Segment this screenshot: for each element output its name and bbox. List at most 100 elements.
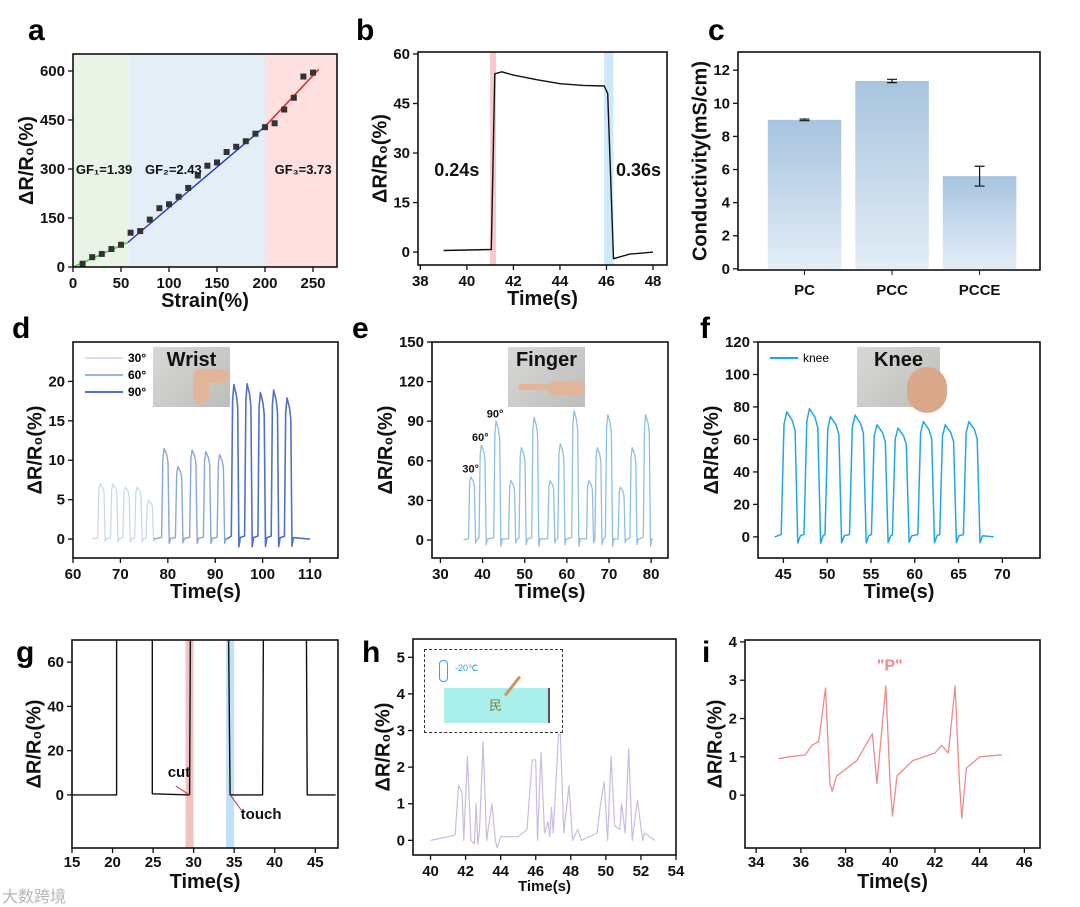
y-tick-label: 20 xyxy=(733,496,750,513)
x-tick-label: 34 xyxy=(748,854,765,871)
y-tick-label: 0 xyxy=(729,787,737,804)
axes-frame xyxy=(744,639,1041,849)
series-line-knee xyxy=(774,407,994,545)
x-tick-label: 70 xyxy=(112,566,129,583)
y-tick-label: 0 xyxy=(742,529,750,546)
x-tick-label: 35 xyxy=(226,854,243,871)
panel-label: b xyxy=(356,14,374,47)
x-tick-label: 40 xyxy=(882,854,899,871)
x-tick-label: 46 xyxy=(598,273,615,290)
x-tick-label: 40 xyxy=(474,566,491,583)
wrist-fist-shape xyxy=(193,377,209,403)
panel-b: 0.24s 0.36s 38 40 42 44 46 48 0 15 30 45 60 Time(s) ΔR… xyxy=(356,14,668,310)
data-point xyxy=(300,73,307,80)
legend-label: 90° xyxy=(128,385,146,399)
plot-area xyxy=(73,68,320,267)
shaded-region xyxy=(265,54,337,267)
x-axis-label: Time(s) xyxy=(507,288,578,310)
x-tick-label: 42 xyxy=(457,863,474,880)
cut-pointer xyxy=(175,785,190,796)
bar-pc xyxy=(767,119,842,269)
y-tick-label: 120 xyxy=(725,334,750,351)
y-tick-label: 40 xyxy=(733,464,750,481)
x-tick-label: 90 xyxy=(207,566,224,583)
x-tick-label: 46 xyxy=(527,863,544,880)
x-tick-label: 100 xyxy=(250,566,275,583)
data-point xyxy=(166,201,172,208)
finger-shape xyxy=(518,384,552,390)
axes-frame xyxy=(757,341,1041,559)
touch-pointer xyxy=(229,794,242,811)
data-point xyxy=(310,69,316,76)
x-tick-label: 60 xyxy=(906,566,923,583)
panel-e: 30° 60° 90° 30 40 50 60 70 80 0 30 60 90 120 150 Time(s… xyxy=(352,312,669,603)
x-axis-label: Time(s) xyxy=(857,871,928,893)
y-tick-label: 600 xyxy=(40,63,65,80)
finger-photo-inset: Finger xyxy=(508,347,585,407)
shaded-region xyxy=(73,54,129,267)
knee-photo-inset: Knee xyxy=(857,347,947,413)
x-tick-label: 250 xyxy=(300,275,325,292)
panel-label: h xyxy=(362,636,380,669)
panel-d: 30° 60° 90° 60 70 80 90 100 110 0 5 10 15 20 Time(s) ΔR… xyxy=(12,312,339,603)
x-tick-label: 45 xyxy=(307,854,324,871)
y-axis-label: ΔR/R₀(%) xyxy=(16,116,38,205)
series-line-signal xyxy=(72,640,336,796)
wrist-inset-label: Wrist xyxy=(166,349,217,371)
panel-a: GF₁=1.39 GF₂=2.43 GF₃=3.73 0 50 100 150 200 250 0… xyxy=(16,14,338,312)
x-tick-label: 70 xyxy=(994,566,1011,583)
data-point xyxy=(194,172,201,179)
data-point xyxy=(146,216,153,223)
y-tick-label: 5 xyxy=(57,492,65,509)
y-tick-label: 150 xyxy=(40,210,65,227)
data-point xyxy=(214,159,220,166)
annotation: touch xyxy=(241,806,282,823)
y-tick-label: 0 xyxy=(397,832,405,849)
data-point xyxy=(271,120,278,127)
y-tick-label: 120 xyxy=(399,374,424,391)
category-label: PCC xyxy=(876,282,908,299)
data-point xyxy=(252,130,259,137)
x-tick-label: 110 xyxy=(298,566,322,583)
y-tick-label: 4 xyxy=(722,195,731,212)
series-line-90° xyxy=(226,382,311,548)
error-bar xyxy=(974,165,985,187)
y-tick-label: 45 xyxy=(393,96,410,113)
axes-frame xyxy=(737,51,1041,271)
x-tick-label: 50 xyxy=(819,566,836,583)
written-character: 民 xyxy=(489,699,503,714)
x-tick-label: 38 xyxy=(837,854,854,871)
panel-label: d xyxy=(12,312,30,345)
x-tick-label: 44 xyxy=(552,273,569,290)
panel-label: e xyxy=(352,312,369,345)
x-tick-label: 20 xyxy=(104,854,121,871)
plot-area xyxy=(778,685,1003,819)
x-tick-label: 36 xyxy=(793,854,810,871)
x-tick-label: 50 xyxy=(113,275,130,292)
data-point xyxy=(290,94,297,101)
thermometer-icon xyxy=(439,660,448,682)
y-tick-label: 0 xyxy=(57,259,65,276)
x-tick-label: 60 xyxy=(65,566,82,583)
annotation: 30° xyxy=(462,464,479,476)
y-axis-label: ΔR/R₀(%) xyxy=(24,406,46,495)
axes-frame xyxy=(72,341,339,559)
y-tick-label: 90 xyxy=(407,413,424,430)
y-axis-label: ΔR/R₀(%) xyxy=(375,406,397,495)
series-line-writing xyxy=(430,733,656,849)
y-axis-label: Conductivity(mS/cm) xyxy=(689,61,711,261)
data-point xyxy=(98,250,105,257)
annotation: cut xyxy=(168,764,191,781)
x-tick-label: 44 xyxy=(492,863,509,880)
y-tick-label: 60 xyxy=(393,46,410,63)
y-tick-label: 15 xyxy=(393,195,410,212)
series-line-response xyxy=(443,71,654,260)
x-axis-label: Time(s) xyxy=(518,878,571,895)
y-tick-label: 150 xyxy=(399,334,424,351)
watermark: 大数跨境 xyxy=(2,887,67,906)
axes-frame xyxy=(412,638,677,856)
category-label: PC xyxy=(794,282,815,299)
y-tick-label: 30 xyxy=(393,145,410,162)
shaded-region xyxy=(128,54,265,267)
